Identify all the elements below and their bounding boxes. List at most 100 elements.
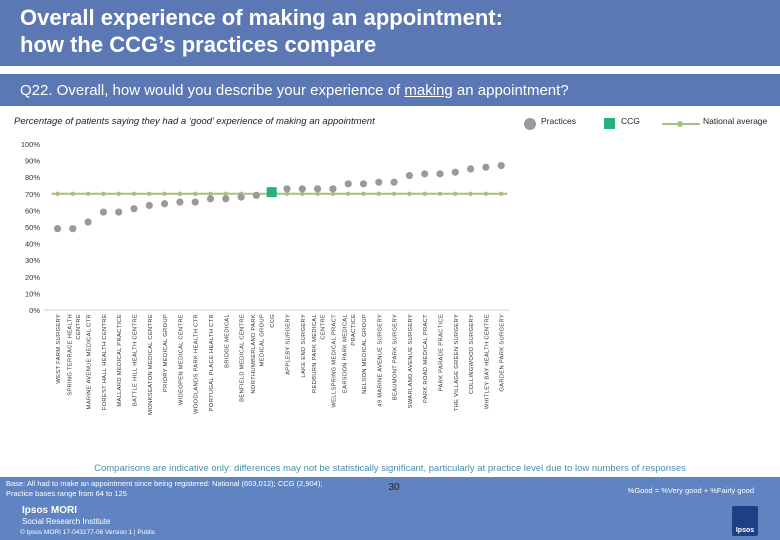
practice-marker [482,163,490,171]
legend-national-marker [662,121,700,127]
x-tick-label: SWARLAND AVENUE SURGERY [408,314,414,408]
national-average-point [330,191,336,196]
x-tick-label: PARK PARADE PRACTICE [439,314,445,391]
national-average-point [116,191,121,196]
national-average-point [162,191,167,196]
practice-marker [390,178,398,186]
y-tick-label: 70% [25,190,40,199]
national-average-point [131,191,137,196]
national-average-point [499,191,504,196]
practice-comparison-chart: 0% 10% 20% 30% 40% 50% 60% 70% 80% 90% 100% WEST FA… [21,140,510,415]
practice-marker [375,178,383,186]
y-tick-label: 20% [25,273,40,282]
x-tick-label: EARSDON PARK MEDICAL [343,314,349,393]
question-suffix: an appointment? [452,82,569,99]
y-tick-label: 80% [25,173,40,182]
x-tick-label: LAKE END SURGERY [301,314,307,378]
national-average-point [223,191,228,196]
page-number: 30 [388,482,400,493]
national-average-point [70,191,76,196]
practice-marker [237,193,245,201]
ipsos-logo: Ipsos [732,506,758,536]
practice-marker [467,165,475,173]
question-text: Q22. Overall, how would you describe you… [20,82,569,99]
x-tick-label: WELLSPRING MEDICAL PRACT [331,314,337,408]
good-formula: %Good = %Very good + %Fairly good [627,486,754,495]
x-tick-label: PRIORY MEDICAL GROUP [163,314,169,392]
practice-marker [176,198,184,206]
y-tick-label: 10% [25,289,40,298]
national-average-point [483,191,489,196]
x-tick-label: MONKSEATON MEDICAL CENTRE [148,314,154,415]
ipsos-logo-text: Ipsos [735,527,755,534]
national-average-point [101,191,106,196]
x-tick-label: WOODLANDS PARK HEALTH CTR [194,314,200,414]
practice-marker [314,185,322,193]
y-tick-label: 60% [25,206,40,215]
x-tick-label: BEAUMONT PARK SURGERY [393,314,399,400]
y-tick-label: 0% [29,306,40,315]
x-tick-label: CCG [270,314,276,328]
practice-marker [191,198,199,206]
footer-bar: Base: All had to make an appointment sin… [0,477,780,540]
practice-marker [405,171,413,180]
legend-ccg-label: CCG [621,116,640,126]
practice-marker [84,218,92,226]
practice-marker [283,185,291,193]
copyright-text: © Ipsos MORI 17-043177-06 Version 1 | Pu… [20,529,156,536]
practice-marker [252,191,260,200]
x-tick-label: NELSON MEDICAL GROUP [362,314,368,394]
question-prefix: Q22. Overall, how would you describe you… [20,82,405,99]
x-tick-label: REDBURN PARK MEDICAL [312,314,318,393]
x-tick-label: BATTLE HILL HEALTH CENTRE [133,314,139,406]
practice-marker [69,225,77,233]
x-tick-label: WEST FARM SURGERY [56,314,62,384]
legend-practices-marker [524,118,536,130]
national-average-point [376,191,381,196]
legend-ccg-marker [604,118,615,129]
practice-marker [99,208,107,216]
ccg-marker [266,187,277,198]
practice-marker [298,185,306,193]
national-average-point [85,191,91,196]
national-average-point [453,191,458,196]
question-banner: Q22. Overall, how would you describe you… [0,74,780,106]
x-tick-label: CENTRE [321,314,327,340]
page-title: Overall experience of making an appointm… [20,5,503,57]
x-tick-label: PORTUGAL PLACE HEALTH CTR [209,314,215,411]
practice-marker [130,205,138,213]
national-average-point [422,191,427,196]
national-average-point [177,191,183,196]
practice-marker [436,170,444,178]
brand-subtitle: Social Research Institute [22,517,111,526]
practice-marker [53,225,62,233]
x-tick-label: THE VILLAGE GREEN SURGERY [454,314,460,411]
x-tick-label: APPLEBY SURGERY [286,314,292,375]
practice-marker [329,185,337,193]
y-tick-label: 90% [25,157,40,166]
legend-national-label: National average [703,116,768,126]
x-tick-label: MARINE AVENUE MEDICAL CTR [87,314,93,409]
x-tick-label: PARK ROAD MEDICAL PRACT [423,314,429,403]
national-average-point [208,191,213,196]
practice-marker [161,200,169,208]
x-tick-label: NORTHUMBERLAND PARK [251,314,257,394]
national-average-point [300,191,305,196]
base-text: Base: All had to make an appointment sin… [6,479,323,498]
x-tick-label: SPRING TERRACE HEALTH [67,314,73,396]
national-average-point [147,191,152,196]
national-average-point [407,191,412,196]
y-tick-label: 40% [25,240,40,249]
comparison-note: Comparisons are indicative only: differe… [94,463,686,474]
national-average-point [437,191,443,196]
national-average-point [315,191,320,196]
national-average-point [284,191,290,196]
chart-subtitle: Percentage of patients saying they had a… [14,116,375,127]
practice-marker [359,180,368,188]
y-tick-label: 30% [25,256,40,265]
practice-marker [451,168,459,176]
brand-name: Ipsos MORI [22,505,78,516]
x-tick-label: 49 MARINE AVENUE SURGERY [377,314,383,407]
practice-marker [497,161,505,170]
x-tick-label: CENTRE [76,314,82,340]
